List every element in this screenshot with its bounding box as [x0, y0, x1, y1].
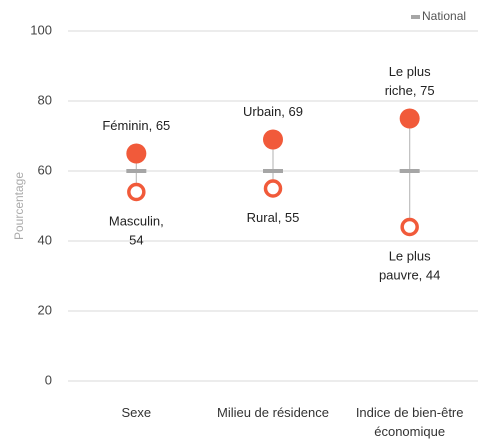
data-label: pauvre, 44 [379, 267, 440, 282]
y-tick-label: 20 [38, 302, 52, 317]
dot-low [263, 179, 283, 198]
legend-label: National [422, 9, 466, 23]
data-label: Le plus [389, 64, 431, 79]
dot-high [126, 143, 147, 164]
dot-low [400, 217, 419, 237]
dot-low [127, 182, 146, 202]
y-axis-label: Pourcentage [12, 172, 26, 240]
y-tick-label: 80 [38, 92, 52, 107]
data-label: Urbain, 69 [243, 104, 303, 119]
data-label: Masculin, [109, 213, 164, 228]
x-tick-label: Indice de bien-être économique [355, 405, 464, 439]
dot-high [399, 108, 420, 129]
y-tick-label: 40 [38, 232, 52, 247]
y-tick-label: 0 [45, 372, 52, 387]
data-label: Le plus [389, 248, 431, 263]
x-tick-label: Sexe [121, 405, 152, 420]
dot-high [263, 129, 283, 150]
x-tick-label: Milieu de résidence [216, 405, 329, 420]
data-label: 54 [129, 232, 143, 247]
data-label: riche, 75 [385, 83, 435, 98]
data-label: Rural, 55 [247, 210, 300, 225]
data-label: Féminin, 65 [102, 118, 170, 133]
y-tick-label: 100 [30, 22, 52, 37]
y-tick-label: 60 [38, 162, 52, 177]
